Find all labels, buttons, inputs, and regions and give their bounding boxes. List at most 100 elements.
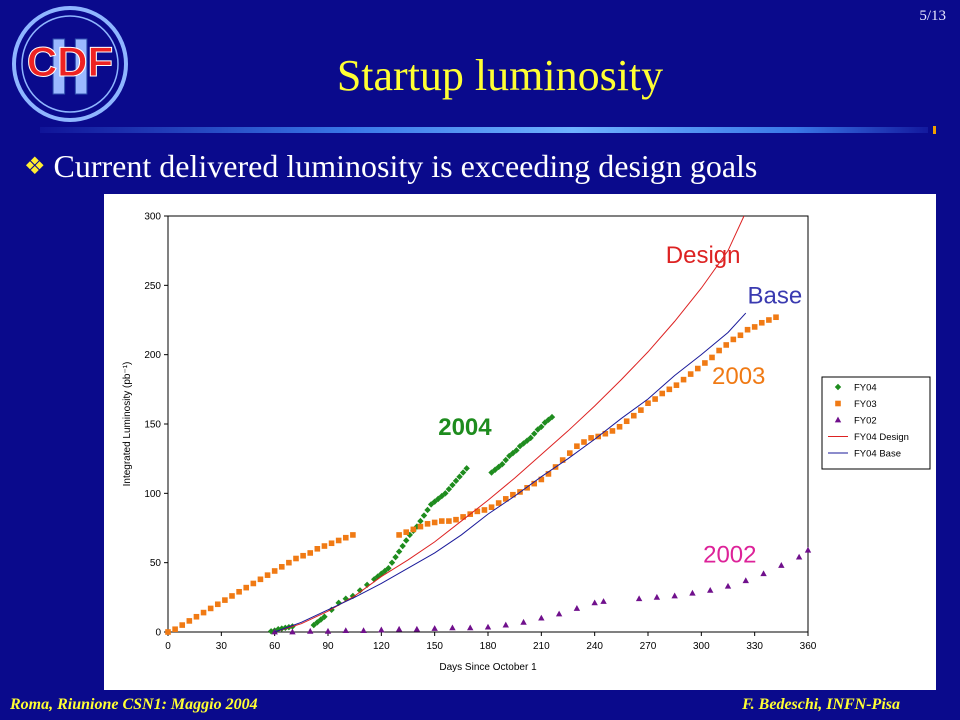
fy03-point — [495, 500, 502, 506]
fy02-point — [591, 599, 598, 606]
y-axis-label: Integrated Luminosity (pb⁻¹) — [122, 362, 133, 487]
fy04-point — [520, 440, 527, 447]
y-tick-label: 0 — [155, 628, 161, 639]
fy02-point — [573, 605, 581, 611]
fy03-point — [766, 317, 772, 323]
fy03-point — [645, 400, 651, 406]
fy04-point — [424, 506, 431, 514]
fy03-point — [481, 507, 488, 513]
fy03-point — [630, 412, 637, 419]
fy02-point — [431, 625, 438, 631]
annotation-base: Base — [748, 282, 803, 309]
fy03-point — [257, 576, 264, 583]
fy03-point — [538, 476, 545, 483]
fy03-point — [300, 552, 306, 559]
fy03-point — [271, 568, 278, 574]
chart-legend: FY04 FY03 FY02 FY04 Design FY04 Base — [821, 376, 931, 470]
fy03-point — [243, 584, 250, 591]
fy04-point — [328, 606, 335, 614]
fy03-point — [410, 526, 417, 533]
y-tick-label: 300 — [144, 212, 161, 223]
fy03-point — [314, 546, 321, 552]
x-tick-label: 0 — [165, 641, 171, 652]
fy03-point — [488, 504, 495, 510]
fy04-point — [381, 567, 389, 575]
legend-box — [821, 376, 931, 470]
fy04-point — [452, 477, 460, 485]
fy03-point — [293, 555, 299, 562]
y-tick-label: 50 — [150, 558, 162, 569]
fy03-point — [588, 435, 594, 441]
fy03-point — [659, 390, 666, 397]
fy03-point — [581, 439, 587, 445]
fy02-point — [520, 618, 527, 625]
fy04-point — [523, 437, 531, 444]
fy03-point — [687, 371, 694, 377]
fy03-point — [193, 613, 200, 620]
x-tick-label: 210 — [533, 641, 550, 652]
slide-title: Startup luminosity — [336, 51, 664, 100]
x-tick-label: 30 — [216, 641, 228, 652]
fy02-point — [395, 625, 403, 632]
fy03-point — [531, 480, 538, 487]
fy03-point — [559, 457, 566, 463]
fy02-point — [360, 627, 367, 634]
fy03-point — [702, 360, 708, 366]
annotation-2004: 2004 — [438, 414, 492, 441]
y-tick-label: 150 — [144, 420, 161, 431]
fy04-point — [463, 465, 470, 472]
fy04-point — [392, 553, 399, 561]
fy02-point — [289, 628, 296, 635]
plot-area — [167, 215, 809, 633]
fy03-point — [623, 418, 630, 425]
fy03-point — [574, 443, 580, 449]
fy03-point — [278, 564, 285, 570]
y-tick-label: 100 — [144, 489, 161, 500]
fy02-point — [307, 627, 314, 634]
annotation-2003: 2003 — [712, 363, 765, 390]
rule-mark — [933, 126, 936, 134]
fy02-point — [467, 624, 474, 631]
x-tick-label: 150 — [426, 641, 443, 652]
fy02-point — [502, 621, 509, 628]
fy02-point — [795, 553, 803, 560]
fy02-point — [449, 624, 456, 631]
fy03-point — [602, 430, 609, 437]
chart-panel: 0 30 60 90 120 150 180 210 240 270 300 330 360 0 50 100… — [104, 194, 936, 690]
fy02-point — [742, 577, 749, 584]
annotation-design: Design — [666, 242, 741, 269]
fy04-point — [531, 430, 538, 437]
fy03-point — [737, 332, 744, 339]
fy02-point — [484, 623, 492, 630]
svg-text:II: II — [48, 22, 92, 111]
fy02-point — [538, 614, 545, 621]
fy02-point — [707, 587, 714, 593]
fy03-point — [438, 518, 445, 524]
bullet-item: ❖ Current delivered luminosity is exceedi… — [24, 148, 757, 185]
y-tick-label: 250 — [144, 281, 161, 292]
fy03-point — [666, 386, 673, 393]
fy04-point — [356, 587, 364, 594]
fy04-point — [513, 447, 520, 454]
x-tick-label: 120 — [373, 641, 390, 652]
chart-annotations: Design Base 2003 2004 2002 — [438, 242, 802, 569]
fy03-point — [335, 537, 342, 544]
legend-fy04-base-label: FY04 Base — [854, 449, 901, 460]
footer-right: F. Bedeschi, INFN-Pisa — [742, 696, 900, 713]
fy03-point — [773, 314, 779, 321]
fy02-point — [778, 562, 785, 568]
legend-fy04-swatch — [834, 383, 842, 391]
fy03-point — [758, 319, 765, 326]
cdf-logo: II CDF — [12, 6, 128, 122]
x-tick-label: 360 — [800, 641, 817, 652]
footer-left: Roma, Riunione CSN1: Maggio 2004 — [10, 696, 258, 713]
fy02-point — [324, 627, 332, 634]
title-rule — [40, 127, 928, 133]
fy04-point — [548, 413, 556, 421]
fy03-point — [694, 365, 701, 372]
legend-fy04-label: FY04 — [854, 383, 877, 394]
fy03-point — [179, 622, 186, 628]
fy04-point — [403, 537, 410, 544]
fy02-point — [760, 570, 767, 577]
fy02-point — [378, 626, 385, 633]
